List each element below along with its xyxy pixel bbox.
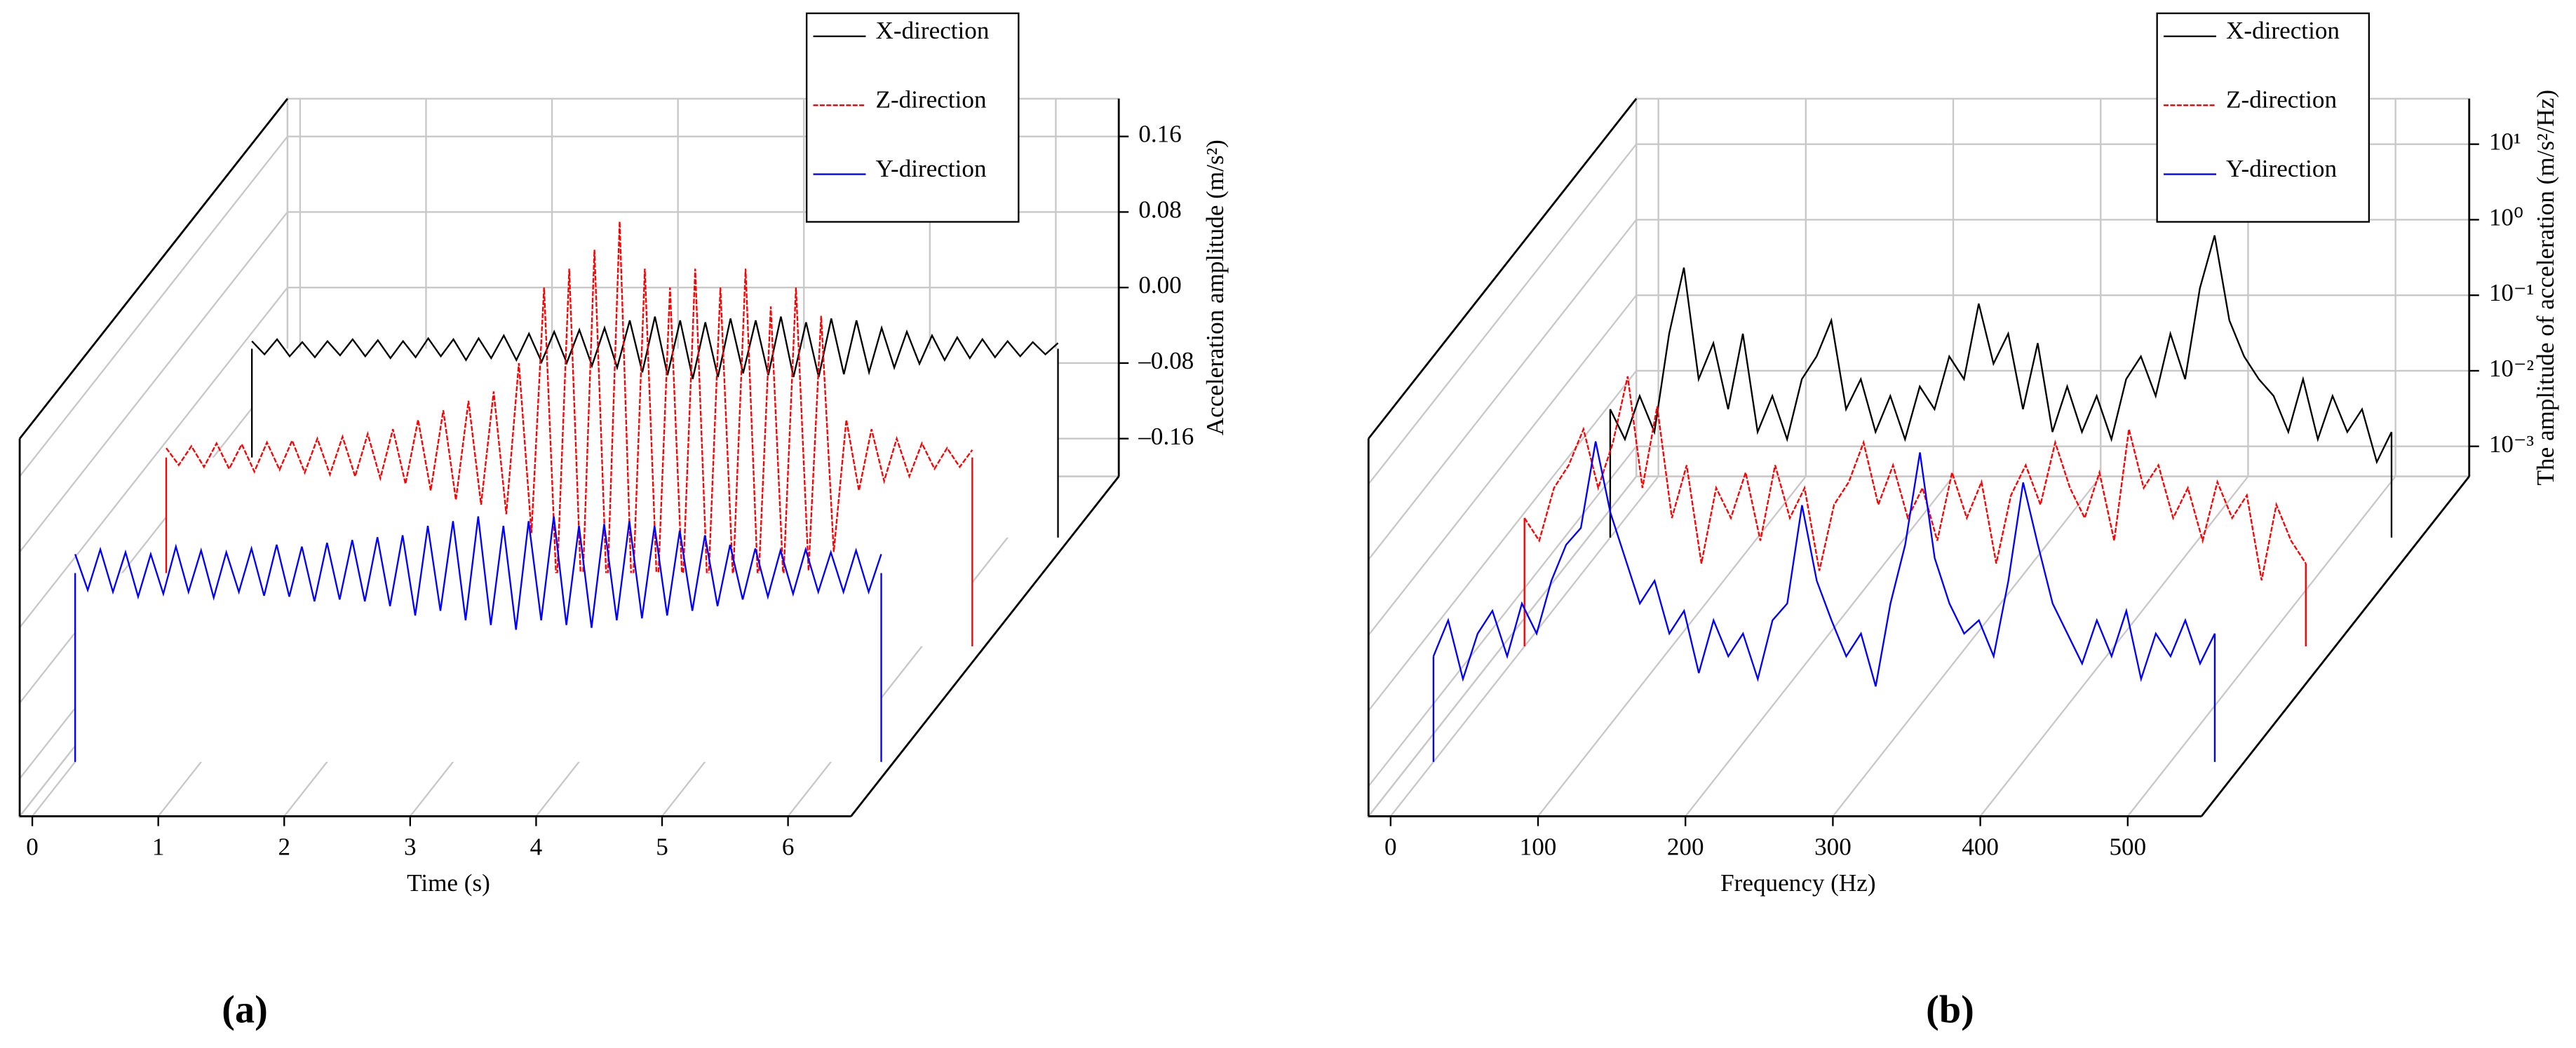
legend-label: X-direction [2226,17,2340,44]
x-tick-label: 400 [1962,833,1999,860]
x-tick-label: 500 [2109,833,2146,860]
grid-line [1368,219,1638,561]
x-tick-label: 2 [278,833,290,860]
series-line [74,516,882,630]
series-line [1523,376,2307,580]
grid-line [1368,143,1638,485]
y-tick-label: 10⁻² [2489,355,2534,382]
x-tick-label: 0 [1384,833,1397,860]
axis-line [1368,97,1638,440]
series-line [1432,441,2216,687]
x-axis-title: Time (s) [407,869,490,897]
grid-line [19,135,288,477]
legend-box [2156,12,2371,223]
x-tick-label: 300 [1814,833,1852,860]
legend-label: Z-direction [2226,86,2337,114]
y-tick-label: 0.16 [1138,121,1181,148]
x-tick-label: 5 [656,833,668,860]
y-tick-label: 0.00 [1138,271,1181,299]
x-axis-title: Frequency (Hz) [1720,869,1875,897]
grid-line [1368,370,1638,712]
y-tick-label: 0.08 [1138,196,1181,223]
axis-line [19,97,289,440]
y-axis-title: Acceleration amplitude (m/s²) [1201,139,1229,435]
series-line [166,221,973,609]
legend-label: Y-direction [876,155,987,182]
panel-label: (b) [1926,988,1974,1031]
grid-line [19,287,288,628]
x-tick-label: 200 [1667,833,1704,860]
y-axis-title: The amplitude of acceleration (m/s²/Hz) [2532,90,2559,486]
y-tick-label: 10⁻³ [2489,430,2534,458]
x-tick-label: 0 [26,833,39,860]
grid-line [1368,294,1638,636]
floor [1366,475,2472,817]
legend-box [805,12,1020,223]
curtain [75,573,882,762]
left-wall [1368,96,1638,819]
grid-line [2126,475,2396,817]
x-tick-label: 100 [1520,833,1557,860]
y-tick-label: 10¹ [2489,128,2521,156]
grid-line [1368,445,1638,787]
x-tick-label: 1 [152,833,165,860]
y-tick-label: –0.08 [1138,347,1194,374]
y-tick-label: –0.16 [1138,423,1194,450]
panel-label: (a) [222,988,268,1031]
legend-label: X-direction [876,17,990,44]
series-line [1609,235,2393,465]
axis-line [850,475,1120,817]
grid-line [1832,475,2102,817]
x-tick-label: 6 [782,833,795,860]
legend-label: Z-direction [876,86,987,114]
x-tick-label: 4 [530,833,543,860]
legend-label: Y-direction [2226,155,2337,182]
grid-line [1685,475,1954,817]
y-tick-label: 10⁰ [2489,203,2523,231]
series-line [251,316,1059,379]
axis-line [2200,475,2470,817]
x-tick-label: 3 [404,833,417,860]
grid-line [19,362,288,704]
grid-line [19,211,288,553]
y-tick-label: 10⁻¹ [2489,279,2534,306]
